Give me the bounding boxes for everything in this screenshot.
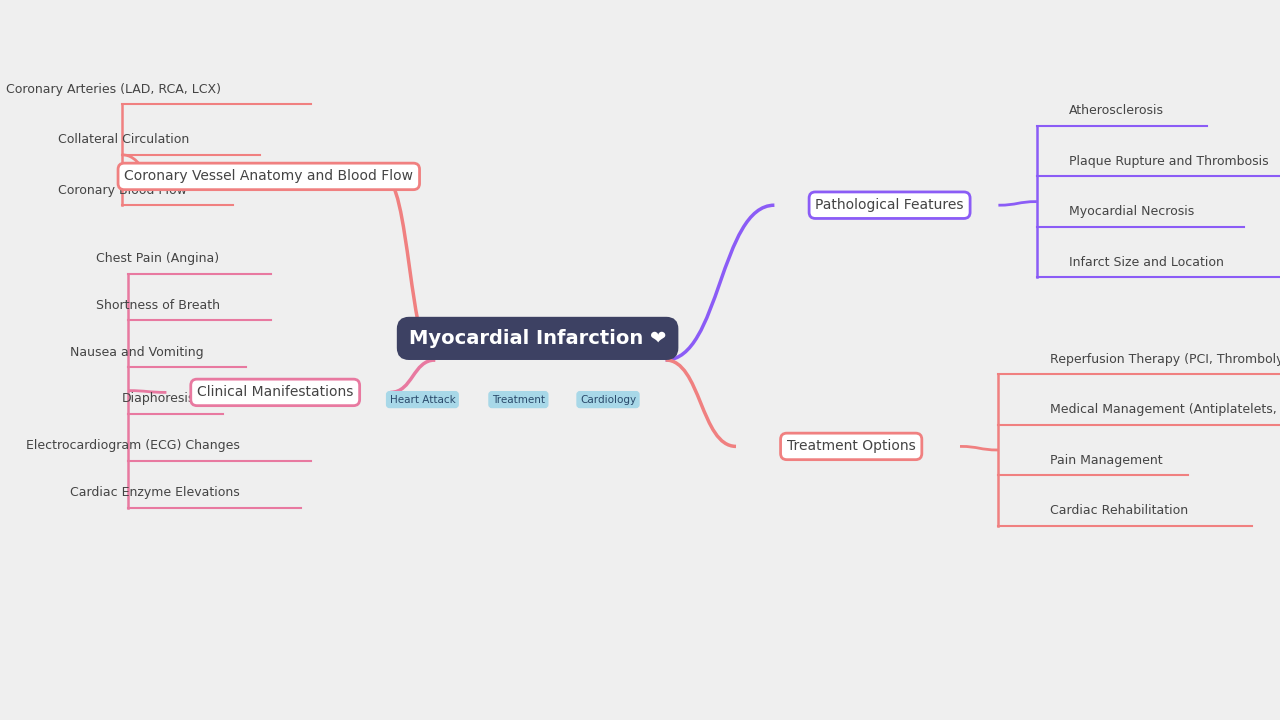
Text: Cardiac Enzyme Elevations: Cardiac Enzyme Elevations (70, 486, 241, 499)
Text: Nausea and Vomiting: Nausea and Vomiting (70, 346, 204, 359)
Text: Reperfusion Therapy (PCI, Thrombolysis): Reperfusion Therapy (PCI, Thrombolysis) (1050, 353, 1280, 366)
Text: Medical Management (Antiplatelets, Beta-blockers): Medical Management (Antiplatelets, Beta-… (1050, 403, 1280, 416)
Text: Collateral Circulation: Collateral Circulation (58, 133, 189, 146)
Text: Coronary Vessel Anatomy and Blood Flow: Coronary Vessel Anatomy and Blood Flow (124, 169, 413, 184)
Text: Heart Attack: Heart Attack (389, 395, 456, 405)
Text: Coronary Blood Flow: Coronary Blood Flow (58, 184, 187, 197)
Text: Electrocardiogram (ECG) Changes: Electrocardiogram (ECG) Changes (26, 439, 239, 452)
Text: Chest Pain (Angina): Chest Pain (Angina) (96, 252, 219, 265)
Text: Diaphoresis: Diaphoresis (122, 392, 195, 405)
Text: Cardiac Rehabilitation: Cardiac Rehabilitation (1050, 504, 1188, 517)
Text: Myocardial Infarction ❤️: Myocardial Infarction ❤️ (408, 329, 667, 348)
Text: Treatment Options: Treatment Options (787, 439, 915, 454)
Text: Pain Management: Pain Management (1050, 454, 1162, 467)
Text: Treatment: Treatment (492, 395, 545, 405)
Text: Infarct Size and Location: Infarct Size and Location (1069, 256, 1224, 269)
Text: Shortness of Breath: Shortness of Breath (96, 299, 220, 312)
Text: Myocardial Necrosis: Myocardial Necrosis (1069, 205, 1194, 218)
Text: Clinical Manifestations: Clinical Manifestations (197, 385, 353, 400)
Text: Plaque Rupture and Thrombosis: Plaque Rupture and Thrombosis (1069, 155, 1268, 168)
Text: Pathological Features: Pathological Features (815, 198, 964, 212)
Text: Cardiology: Cardiology (580, 395, 636, 405)
Text: Atherosclerosis: Atherosclerosis (1069, 104, 1164, 117)
Text: Coronary Arteries (LAD, RCA, LCX): Coronary Arteries (LAD, RCA, LCX) (6, 83, 221, 96)
